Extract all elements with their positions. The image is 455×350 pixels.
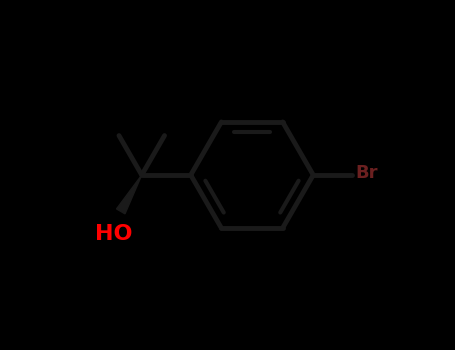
Text: Br: Br (355, 164, 378, 182)
Text: HO: HO (95, 224, 132, 244)
Polygon shape (116, 175, 142, 214)
